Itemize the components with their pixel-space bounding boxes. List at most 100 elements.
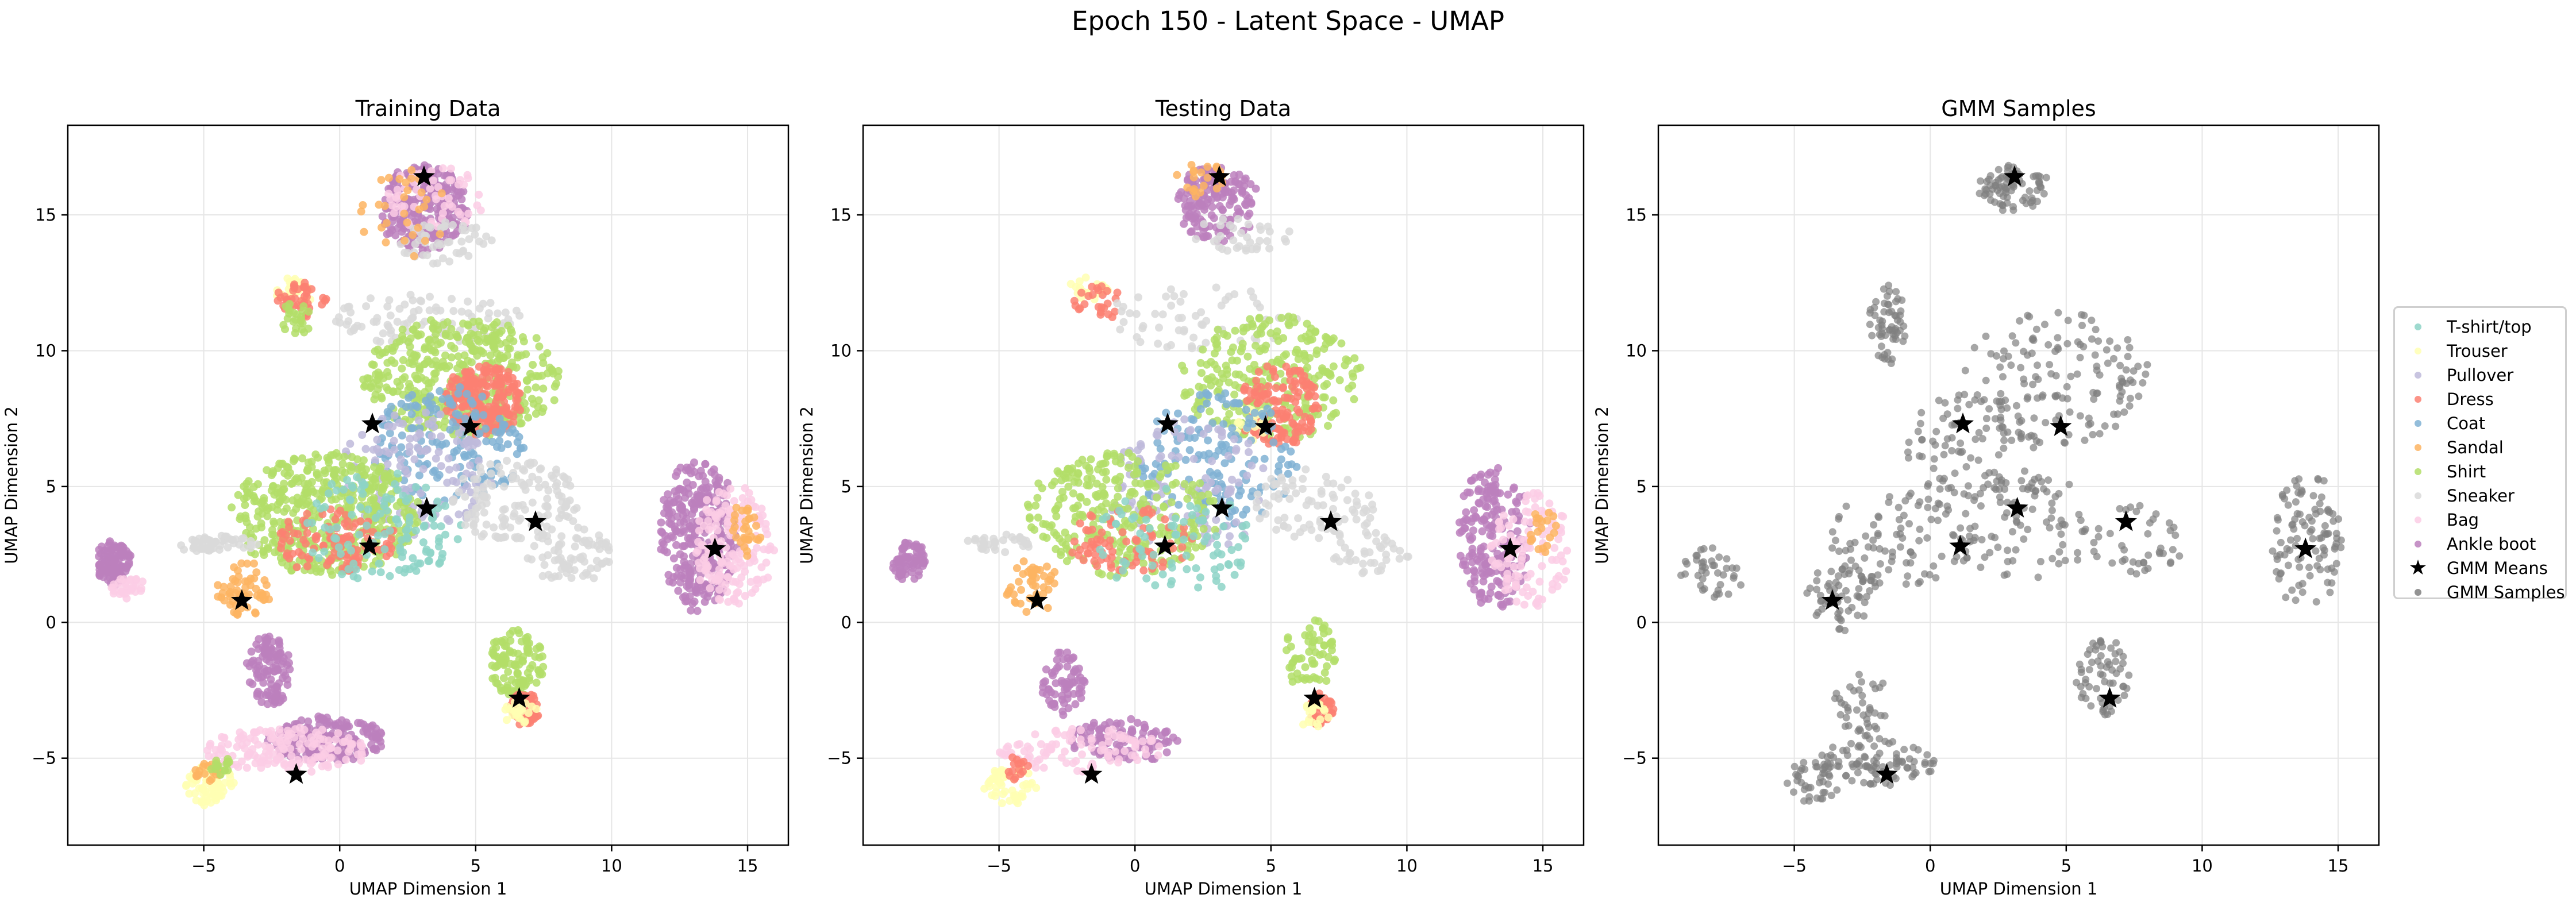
point-bag — [384, 190, 393, 198]
point-sneaker — [527, 555, 536, 564]
point-shirt — [534, 372, 542, 381]
point-coat — [397, 443, 406, 452]
point-t-shirt-top — [328, 480, 336, 488]
point-shirt — [1233, 356, 1241, 365]
point-shirt — [268, 530, 276, 539]
point-pullover — [390, 445, 399, 454]
point-ankle-boot — [673, 572, 681, 580]
point-shirt — [358, 467, 367, 476]
point-pullover — [375, 448, 383, 457]
point-sneaker — [559, 558, 567, 566]
point-trouser — [520, 718, 529, 727]
point-pullover — [415, 429, 423, 438]
point-t-shirt-top — [333, 523, 341, 531]
point-t-shirt-top — [363, 521, 371, 530]
point-sneaker — [459, 246, 468, 255]
point-sneaker — [552, 482, 560, 491]
point-shirt — [513, 353, 522, 362]
point-coat — [407, 424, 415, 433]
point-t-shirt-top — [352, 473, 361, 481]
point-ankle-boot — [378, 212, 387, 221]
point-shirt — [447, 353, 456, 362]
point-dress — [475, 363, 483, 371]
point-t-shirt-top — [309, 548, 317, 557]
point-sneaker — [393, 318, 402, 326]
point-dress — [1276, 425, 1284, 434]
point-shirt — [287, 480, 296, 488]
point-shirt — [1213, 339, 1222, 348]
point-dress — [341, 511, 350, 519]
point-sandal — [740, 543, 749, 552]
point-coat — [1242, 406, 1250, 414]
point-dress — [1291, 433, 1300, 442]
point-sneaker — [488, 481, 496, 490]
point-sneaker — [1213, 235, 1222, 244]
point-dress — [1264, 382, 1273, 391]
point-ankle-boot — [453, 187, 462, 195]
point-ankle-boot — [672, 472, 680, 480]
point-bag — [122, 578, 130, 587]
point-pullover — [434, 448, 443, 456]
point-dress — [1280, 394, 1289, 402]
point-shirt — [297, 473, 306, 482]
point-sneaker — [1175, 314, 1183, 322]
point-dress — [303, 510, 311, 518]
point-ankle-boot — [688, 481, 697, 489]
point-sandal — [437, 189, 446, 198]
point-sneaker — [506, 523, 515, 532]
point-ankle-boot — [414, 212, 422, 221]
point-sneaker — [526, 461, 534, 469]
point-bag — [717, 579, 726, 587]
point-dress — [1270, 373, 1279, 381]
point-sneaker — [509, 473, 517, 481]
point-sneaker — [1116, 325, 1125, 334]
point-shirt — [1274, 337, 1283, 345]
point-shirt — [392, 502, 401, 510]
point-sandal — [1203, 163, 1212, 171]
point-ankle-boot — [391, 231, 400, 240]
point-shirt — [329, 450, 338, 459]
point-t-shirt-top — [387, 495, 395, 503]
point-pullover — [381, 447, 390, 456]
point-dress — [283, 549, 291, 558]
point-shirt — [1323, 380, 1331, 388]
point-sneaker — [530, 542, 538, 550]
point-dress — [286, 537, 294, 545]
point-shirt — [1227, 348, 1235, 356]
point-shirt — [523, 385, 532, 394]
point-sandal — [262, 581, 271, 589]
point-shirt — [484, 337, 492, 345]
point-shirt — [433, 361, 441, 370]
point-shirt — [441, 331, 450, 340]
point-ankle-boot — [671, 525, 679, 534]
point-shirt — [1306, 354, 1314, 363]
point-shirt — [280, 507, 288, 516]
point-dress — [446, 382, 455, 391]
point-shirt — [473, 336, 482, 344]
point-shirt — [539, 359, 548, 368]
point-shirt — [524, 413, 533, 422]
point-shirt — [470, 347, 479, 355]
point-sneaker — [477, 468, 485, 476]
point-bag — [703, 496, 711, 504]
point-t-shirt-top — [386, 526, 394, 535]
point-bag — [426, 184, 434, 193]
point-coat — [478, 392, 487, 401]
point-shirt — [477, 347, 486, 356]
point-shirt — [441, 417, 449, 426]
point-sneaker — [1219, 215, 1227, 223]
point-shirt — [496, 657, 505, 666]
point-shirt — [490, 342, 498, 351]
point-sneaker — [1154, 340, 1162, 348]
point-shirt — [488, 649, 496, 657]
point-shirt — [312, 489, 321, 498]
point-shirt — [383, 345, 392, 353]
point-bag — [728, 550, 737, 558]
point-shirt — [396, 526, 405, 535]
point-shirt — [509, 627, 517, 635]
point-sneaker — [1212, 283, 1220, 292]
point-shirt — [506, 344, 514, 353]
point-sneaker — [544, 570, 553, 579]
point-dress — [504, 368, 513, 376]
